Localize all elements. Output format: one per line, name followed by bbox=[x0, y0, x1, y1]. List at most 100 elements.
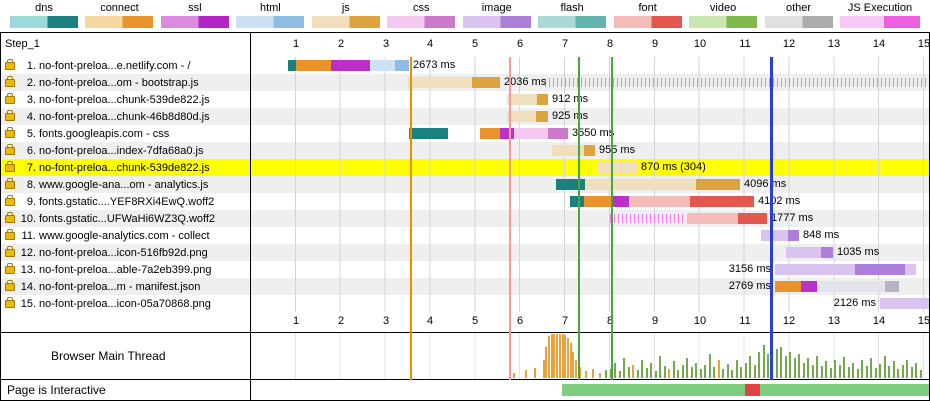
legend-item-label: ssl bbox=[188, 2, 202, 14]
request-time: 912 ms bbox=[552, 93, 589, 105]
main-thread-activity-bar bbox=[848, 367, 850, 378]
request-label[interactable]: 8. www.google-ana...om - analytics.js bbox=[1, 176, 250, 193]
request-number: 14. bbox=[20, 280, 36, 293]
axis-tick: 13 bbox=[827, 315, 841, 327]
main-thread-activity-bar bbox=[780, 347, 782, 378]
request-label[interactable]: 15. no-font-preloa...icon-05a70868.png bbox=[1, 295, 250, 312]
request-row[interactable]: 848 ms bbox=[251, 227, 929, 244]
request-row[interactable]: 3156 ms bbox=[251, 261, 929, 278]
request-row[interactable]: 2126 ms bbox=[251, 295, 929, 312]
main-thread-activity-bar bbox=[628, 367, 630, 378]
axis-tick: 7 bbox=[561, 315, 569, 327]
request-row[interactable]: 2036 ms bbox=[251, 74, 929, 91]
request-label[interactable]: 5. fonts.googleapis.com - css bbox=[1, 125, 250, 142]
legend-item-label: js bbox=[341, 2, 350, 14]
legend-item-font: font bbox=[613, 2, 682, 28]
main-thread-activity-bar bbox=[650, 363, 652, 378]
legend-item-css: css bbox=[387, 2, 456, 28]
request-label[interactable]: 3. no-font-preloa...chunk-539de822.js bbox=[1, 91, 250, 108]
main-thread-activity-bar bbox=[567, 338, 569, 378]
time-axis-bottom: 1 2 3 4 5 6 7 8 9 10 11 12 13 14 15 bbox=[251, 312, 929, 332]
main-thread-activity-bar bbox=[534, 368, 536, 378]
segment-image_l bbox=[761, 230, 788, 241]
request-number: 11. bbox=[21, 229, 36, 242]
legend-item-js-execution: JS Execution bbox=[839, 2, 920, 28]
lock-icon bbox=[5, 93, 15, 104]
main-thread-label: Browser Main Thread bbox=[1, 332, 250, 380]
request-label[interactable]: 6. no-font-preloa...index-7dfa68a0.js bbox=[1, 142, 250, 159]
axis-tick: 3 bbox=[382, 315, 390, 327]
main-thread-activity-bar bbox=[875, 368, 877, 378]
request-number: 7. bbox=[26, 161, 36, 174]
lock-icon bbox=[5, 127, 15, 138]
legend-color-swatch bbox=[689, 16, 758, 28]
request-time: 2036 ms bbox=[504, 76, 547, 88]
interactive-span bbox=[760, 384, 929, 396]
request-time: 4096 ms bbox=[744, 178, 787, 190]
segment-image_l bbox=[786, 247, 821, 258]
request-label[interactable]: 1. no-font-preloa...e.netlify.com - / bbox=[1, 57, 250, 74]
request-row[interactable]: 925 ms bbox=[251, 108, 929, 125]
main-thread-activity-bar bbox=[920, 370, 922, 378]
axis-tick: 10 bbox=[693, 315, 707, 327]
segment-image_d bbox=[821, 247, 833, 258]
request-row[interactable]: 870 ms (304) bbox=[251, 159, 929, 176]
main-thread-activity-bar bbox=[545, 347, 547, 378]
main-thread-activity-bar bbox=[731, 370, 733, 378]
request-row[interactable]: 4102 ms bbox=[251, 193, 929, 210]
segment-js_l bbox=[507, 111, 536, 122]
main-thread-activity-bar bbox=[559, 334, 561, 378]
main-thread-activity-bar bbox=[893, 361, 895, 378]
main-thread-activity-bar bbox=[548, 336, 550, 378]
legend-item-js: js bbox=[311, 2, 380, 28]
axis-tick: 8 bbox=[606, 38, 614, 50]
request-label[interactable]: 4. no-font-preloa...chunk-46b8d80d.js bbox=[1, 108, 250, 125]
request-row[interactable]: 1035 ms bbox=[251, 244, 929, 261]
request-url: www.google-analytics.com - collect bbox=[39, 229, 210, 242]
axis-tick: 3 bbox=[382, 38, 390, 50]
request-row[interactable]: 2769 ms bbox=[251, 278, 929, 295]
request-url: no-font-preloa...icon-05a70868.png bbox=[39, 297, 211, 310]
request-label[interactable]: 11. www.google-analytics.com - collect bbox=[1, 227, 250, 244]
lock-icon bbox=[5, 195, 15, 206]
request-label[interactable]: 12. no-font-preloa...icon-516fb92d.png bbox=[1, 244, 250, 261]
request-label[interactable]: 14. no-font-preloa...m - manifest.json bbox=[1, 278, 250, 295]
axis-tick: 1 bbox=[292, 38, 300, 50]
main-thread-activity-bar bbox=[839, 365, 841, 378]
request-url: no-font-preloa...icon-516fb92d.png bbox=[39, 246, 208, 259]
legend-color-swatch bbox=[311, 16, 380, 28]
main-thread-activity-bar bbox=[686, 358, 688, 378]
request-url: fonts.gstatic....YEF8RXi4EwQ.woff2 bbox=[39, 195, 215, 208]
main-thread-activity-bar bbox=[830, 368, 832, 378]
request-row[interactable]: 1777 ms bbox=[251, 210, 929, 227]
request-time: 955 ms bbox=[599, 144, 636, 156]
request-row[interactable]: 3550 ms bbox=[251, 125, 929, 142]
main-thread-activity-bar bbox=[722, 369, 724, 378]
main-thread-activity-bar bbox=[906, 360, 908, 378]
main-thread-activity-bar bbox=[543, 360, 545, 378]
main-thread-activity-bar bbox=[579, 367, 581, 378]
interactive-band bbox=[251, 380, 929, 400]
segment-image_l bbox=[775, 264, 855, 275]
main-thread-activity-bar bbox=[632, 365, 634, 378]
request-row[interactable]: 912 ms bbox=[251, 91, 929, 108]
request-label[interactable]: 7. no-font-preloa...chunk-539de822.js bbox=[1, 159, 250, 176]
main-thread-activity-bar bbox=[575, 360, 577, 378]
legend: dns connect ssl html js css image flash font vide… bbox=[0, 0, 930, 32]
request-row[interactable]: 2673 ms bbox=[251, 57, 929, 74]
request-row[interactable]: 4096 ms bbox=[251, 176, 929, 193]
main-thread-activity-bar bbox=[879, 364, 881, 378]
request-label[interactable]: 2. no-font-preloa...om - bootstrap.js bbox=[1, 74, 250, 91]
request-time: 848 ms bbox=[803, 229, 840, 241]
main-thread-activity-bar bbox=[556, 334, 558, 378]
request-time: 2769 ms bbox=[728, 280, 771, 292]
request-label[interactable]: 9. fonts.gstatic....YEF8RXi4EwQ.woff2 bbox=[1, 193, 250, 210]
request-row[interactable]: 955 ms bbox=[251, 142, 929, 159]
request-label[interactable]: 10. fonts.gstatic...UFWaHi6WZ3Q.woff2 bbox=[1, 210, 250, 227]
segment-html_d bbox=[395, 60, 409, 71]
request-number: 8. bbox=[26, 178, 36, 191]
main-thread-activity-bar bbox=[682, 365, 684, 378]
axis-tick: 14 bbox=[872, 38, 886, 50]
request-label[interactable]: 13. no-font-preloa...able-7a2eb399.png bbox=[1, 261, 250, 278]
axis-tick: 11 bbox=[739, 315, 751, 327]
